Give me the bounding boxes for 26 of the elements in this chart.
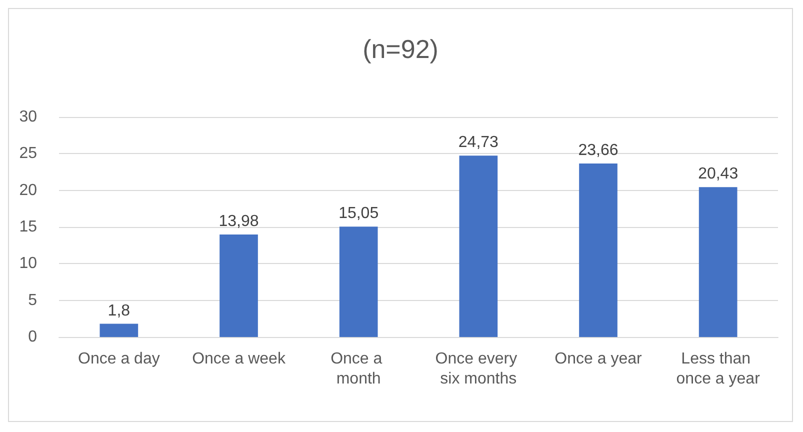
y-tick-label: 5 <box>28 292 38 309</box>
data-label: 23,66 <box>578 142 618 159</box>
x-tick-label: Once every six months <box>435 350 522 388</box>
data-label: 24,73 <box>458 134 499 152</box>
bar <box>698 187 738 337</box>
y-tick-label: 20 <box>19 182 38 199</box>
bar <box>220 234 258 337</box>
x-tick-label: Less than once a year <box>676 350 761 388</box>
bar <box>459 156 498 337</box>
x-tick-label: Once a week <box>192 350 286 368</box>
data-label: 1,8 <box>108 302 130 320</box>
bar <box>100 324 138 337</box>
x-tick-label: Once a year <box>554 350 642 368</box>
data-label: 20,43 <box>698 166 738 183</box>
bar <box>339 226 378 337</box>
data-label: 13,98 <box>218 212 259 230</box>
bar <box>579 163 618 337</box>
y-tick-label: 15 <box>19 218 38 236</box>
y-tick-label: 10 <box>19 255 38 272</box>
y-tick-label: 30 <box>19 108 38 126</box>
x-tick-label: Once a month <box>330 350 387 388</box>
y-tick-label: 25 <box>19 145 38 162</box>
x-tick-label: Once a day <box>78 350 160 368</box>
chart-title: (n=92) <box>362 34 438 64</box>
data-label: 15,05 <box>338 205 379 222</box>
y-tick-label: 0 <box>28 328 38 346</box>
